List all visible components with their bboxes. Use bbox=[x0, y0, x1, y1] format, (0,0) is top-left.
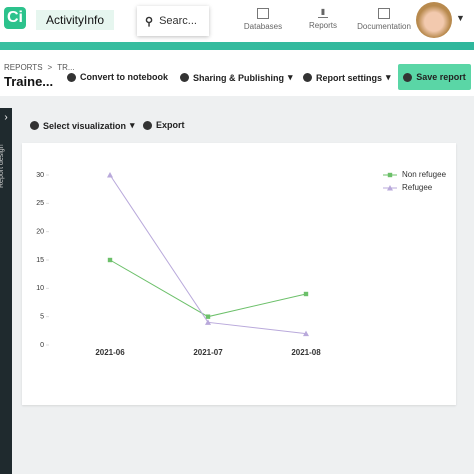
nav-reports[interactable]: ▮ Reports bbox=[308, 7, 337, 31]
marker bbox=[303, 330, 309, 337]
legend-label: Refugee bbox=[402, 183, 433, 192]
search-placeholder: Searc... bbox=[159, 15, 197, 27]
marker bbox=[107, 172, 113, 178]
y-tick-label: 25 bbox=[36, 200, 44, 207]
breadcrumb-root[interactable]: REPORTS bbox=[4, 63, 43, 72]
button-label: Sharing & Publishing bbox=[193, 72, 285, 83]
series-line bbox=[109, 174, 307, 335]
export-button[interactable]: Export bbox=[143, 120, 185, 130]
y-tick-label: 5 bbox=[40, 314, 44, 321]
search-box[interactable]: ⚲ Searc... bbox=[137, 6, 209, 36]
report-header bbox=[0, 50, 474, 96]
avatar[interactable] bbox=[416, 2, 452, 38]
sharing-button[interactable]: Sharing & Publishing ▾ bbox=[180, 72, 293, 83]
button-label: Convert to notebook bbox=[80, 72, 168, 82]
series-line bbox=[109, 259, 307, 318]
nav-label: Documentation bbox=[357, 22, 411, 31]
logo[interactable]: Ci bbox=[4, 7, 26, 29]
button-label: Save report bbox=[416, 72, 466, 82]
button-label: Select visualization bbox=[43, 120, 127, 131]
breadcrumb-current[interactable]: TR... bbox=[57, 63, 75, 72]
marker bbox=[205, 319, 211, 325]
nav-label: Databases bbox=[243, 22, 283, 31]
settings-button[interactable]: Report settings ▾ bbox=[303, 72, 391, 83]
y-tick-label: 10 bbox=[36, 285, 44, 292]
user-menu-caret[interactable]: ▼ bbox=[456, 13, 465, 23]
select-visualization[interactable]: Select visualization ▾ bbox=[30, 120, 135, 131]
sidebar[interactable] bbox=[0, 108, 12, 474]
marker bbox=[303, 291, 309, 297]
button-label: Export bbox=[156, 120, 185, 130]
report-title: Traine... bbox=[4, 74, 54, 89]
nav-documentation[interactable]: Documentation bbox=[349, 8, 419, 31]
marker bbox=[387, 172, 393, 178]
sidebar-toggle[interactable]: › bbox=[4, 112, 8, 123]
x-tick-label: 2021-07 bbox=[193, 348, 223, 357]
chart-card bbox=[22, 143, 456, 405]
brand[interactable]: ActivityInfo bbox=[36, 10, 114, 30]
marker bbox=[107, 257, 113, 263]
marker bbox=[205, 314, 211, 319]
convert-button[interactable]: Convert to notebook bbox=[67, 72, 168, 82]
marker bbox=[387, 185, 393, 191]
x-tick-label: 2021-08 bbox=[291, 348, 321, 357]
nav-label: Reports bbox=[308, 21, 337, 30]
x-tick-label: 2021-06 bbox=[95, 348, 125, 357]
save-button[interactable]: Save report bbox=[398, 64, 471, 90]
accent-band bbox=[0, 42, 474, 50]
y-tick-label: 20 bbox=[36, 229, 44, 236]
y-tick-label: 0 bbox=[40, 342, 44, 349]
button-label: Report settings bbox=[316, 72, 383, 83]
y-tick-label: 15 bbox=[36, 257, 44, 264]
legend-label: Non refugee bbox=[402, 170, 447, 179]
breadcrumb: REPORTS > TR... bbox=[4, 63, 75, 72]
y-tick-label: 30 bbox=[36, 172, 44, 179]
nav-databases[interactable]: Databases bbox=[228, 8, 298, 31]
